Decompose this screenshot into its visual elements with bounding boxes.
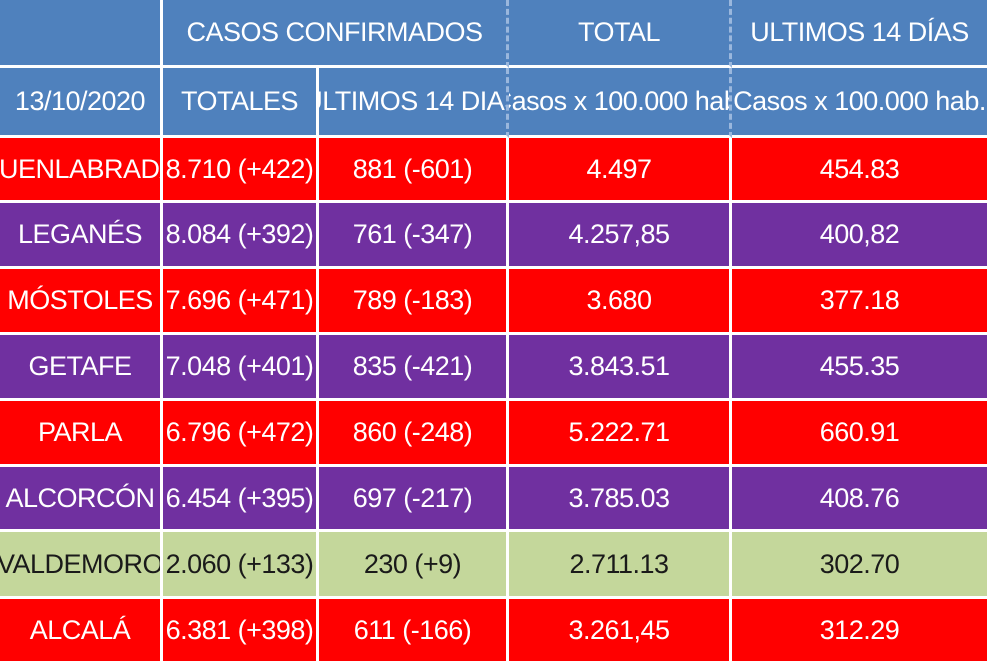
rate14-cell: 400,82	[732, 203, 990, 269]
rate14-cell: 454.83	[732, 138, 990, 203]
header-casos-rate-total: Casos x 100.000 hab.	[509, 68, 732, 138]
totales-cell: 7.048 (+401)	[163, 335, 319, 401]
header-total: TOTAL	[509, 0, 732, 68]
total-rate-cell: 3.785.03	[509, 467, 732, 532]
totales-cell: 7.696 (+471)	[163, 269, 319, 335]
totales-cell: 8.084 (+392)	[163, 203, 319, 269]
city-cell: FUENLABRADA	[0, 138, 163, 203]
ultimos14-cell: 860 (-248)	[319, 401, 509, 467]
ultimos14-cell: 230 (+9)	[319, 532, 509, 599]
rate14-cell: 377.18	[732, 269, 990, 335]
header-corner-cell	[0, 0, 163, 68]
city-cell: PARLA	[0, 401, 163, 467]
totales-cell: 6.796 (+472)	[163, 401, 319, 467]
total-rate-cell: 3.843.51	[509, 335, 732, 401]
total-rate-cell: 2.711.13	[509, 532, 732, 599]
totales-cell: 2.060 (+133)	[163, 532, 319, 599]
total-rate-cell: 3.261,45	[509, 599, 732, 664]
header-totales: TOTALES	[163, 68, 319, 138]
total-rate-cell: 4.257,85	[509, 203, 732, 269]
total-rate-cell: 4.497	[509, 138, 732, 203]
rate14-cell: 312.29	[732, 599, 990, 664]
totales-cell: 6.454 (+395)	[163, 467, 319, 532]
city-cell: VALDEMORO	[0, 532, 163, 599]
rate14-cell: 660.91	[732, 401, 990, 467]
ultimos14-cell: 881 (-601)	[319, 138, 509, 203]
header-casos-rate-14: Casos x 100.000 hab.	[732, 68, 990, 138]
city-cell: MÓSTOLES	[0, 269, 163, 335]
totales-cell: 8.710 (+422)	[163, 138, 319, 203]
city-cell: LEGANÉS	[0, 203, 163, 269]
header-casos-confirmados: CASOS CONFIRMADOS	[163, 0, 509, 68]
ultimos14-cell: 789 (-183)	[319, 269, 509, 335]
header-date: 13/10/2020	[0, 68, 163, 138]
rate14-cell: 408.76	[732, 467, 990, 532]
totales-cell: 6.381 (+398)	[163, 599, 319, 664]
ultimos14-cell: 611 (-166)	[319, 599, 509, 664]
city-cell: ALCORCÓN	[0, 467, 163, 532]
ultimos14-cell: 835 (-421)	[319, 335, 509, 401]
header-ultimos-14-dias: ULTIMOS 14 DÍAS	[732, 0, 990, 68]
ultimos14-cell: 697 (-217)	[319, 467, 509, 532]
city-cell: GETAFE	[0, 335, 163, 401]
total-rate-cell: 3.680	[509, 269, 732, 335]
city-cell: ALCALÁ	[0, 599, 163, 664]
header-ultimos-14-dias-sub: ULTIMOS 14 DIAS	[319, 68, 509, 138]
total-rate-cell: 5.222.71	[509, 401, 732, 467]
ultimos14-cell: 761 (-347)	[319, 203, 509, 269]
rate14-cell: 302.70	[732, 532, 990, 599]
rate14-cell: 455.35	[732, 335, 990, 401]
